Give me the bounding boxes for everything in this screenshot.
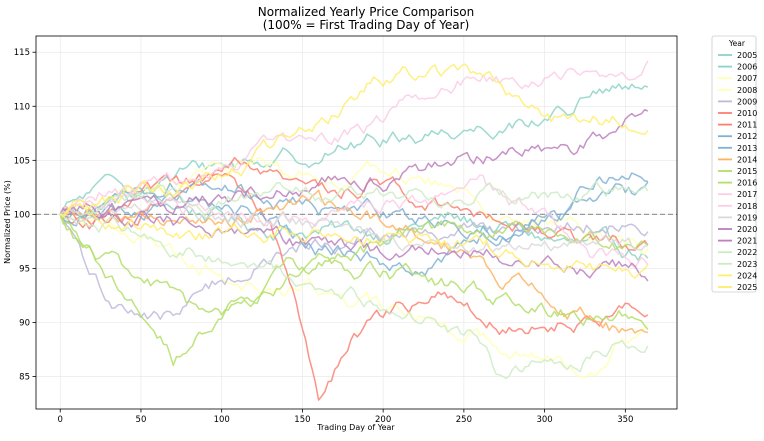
legend-label-2016: 2016 [737,179,757,188]
legend-label-2020: 2020 [737,225,757,234]
y-axis-ticks: 85 90 95 100 105 110 115 [14,48,36,383]
x-tick-label: 100 [214,415,230,425]
series-group [59,60,649,401]
x-tick-label: 300 [536,415,552,425]
series-line-2022 [59,213,649,380]
legend-label-2025: 2025 [737,283,757,292]
y-tick-label: 105 [14,156,30,166]
legend-label-2014: 2014 [737,155,757,164]
series-line-2024 [59,63,649,218]
series-line-2017 [59,60,649,216]
series-line-2020 [59,203,649,282]
legend-title: Year [728,39,746,48]
x-tick-label: 350 [617,415,633,425]
legend-label-2022: 2022 [737,248,757,257]
series-line-2015 [59,214,649,330]
y-tick-label: 115 [14,48,30,58]
x-axis-label: Trading Day of Year [316,423,395,432]
chart-title-line1: Normalized Yearly Price Comparison [258,5,474,19]
series-line-2025 [60,202,649,279]
x-tick-label: 200 [375,415,391,425]
series-line-2021 [59,108,649,219]
plot-frame [35,35,678,410]
x-tick-label: 150 [294,415,310,425]
y-tick-label: 100 [14,210,30,220]
x-tick-label: 250 [456,415,472,425]
y-tick-label: 95 [19,264,30,274]
series-line-2013 [59,172,649,277]
legend-label-2019: 2019 [737,213,757,222]
legend-label-2007: 2007 [737,74,757,83]
legend-label-2011: 2011 [737,121,757,130]
chart-title-line2: (100% = First Trading Day of Year) [263,18,470,32]
legend-label-2018: 2018 [737,202,757,211]
series-line-2012 [59,178,649,242]
legend-label-2012: 2012 [737,132,757,141]
y-tick-label: 90 [19,319,30,329]
legend-label-2023: 2023 [737,260,757,269]
legend-label-2006: 2006 [737,63,757,72]
legend-items: 2005 2006 2007 2008 2009 2010 2011 2012 2013 2014… [718,51,757,292]
legend-label-2015: 2015 [737,167,757,176]
legend-label-2024: 2024 [737,271,757,280]
series-line-2016 [59,214,649,367]
series-line-2014 [59,189,649,334]
legend: Year 2005 2006 2007 2008 2009 2010 2011 2012 201… [711,35,757,293]
legend-label-2005: 2005 [737,51,757,60]
y-tick-label: 110 [14,102,30,112]
x-tick-label: 0 [58,415,63,425]
y-axis-label: Normalized Price (%) [3,180,12,264]
legend-label-2013: 2013 [737,144,757,153]
y-tick-label: 85 [19,373,30,383]
legend-label-2017: 2017 [737,190,757,199]
legend-label-2008: 2008 [737,86,757,95]
series-line-2009 [59,213,649,320]
legend-frame [711,35,757,293]
x-tick-label: 50 [136,415,147,425]
x-axis-ticks: 0 50 100 150 200 250 300 350 [58,409,633,425]
legend-label-2021: 2021 [737,237,757,246]
legend-label-2009: 2009 [737,97,757,106]
legend-label-2010: 2010 [737,109,757,118]
series-line-2007 [59,157,649,256]
